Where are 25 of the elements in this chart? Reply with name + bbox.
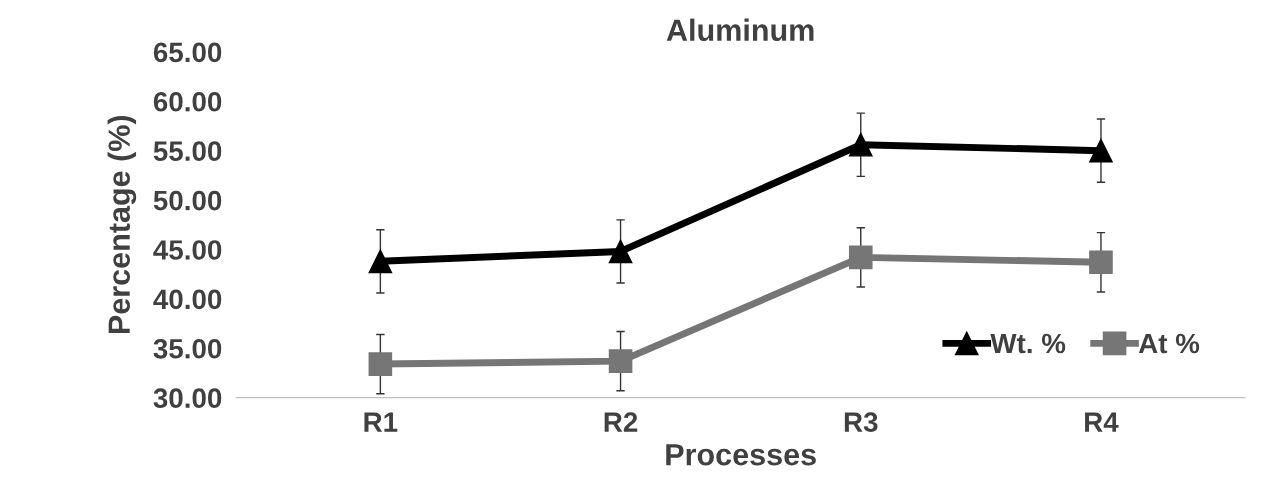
y-tick-label: 55.00	[153, 141, 222, 162]
point	[368, 249, 393, 274]
legend-label: Wt. %	[990, 333, 1066, 354]
y-axis-title: Percentage (%)	[107, 115, 137, 334]
point	[608, 349, 633, 373]
x-tick-label: R3	[844, 412, 878, 432]
point	[848, 245, 873, 270]
y-tick-label: 35.00	[153, 338, 222, 359]
x-tick-label: R2	[604, 412, 638, 432]
point	[368, 352, 393, 376]
y-tick-label: 30.00	[153, 388, 222, 409]
y-tick-label: 50.00	[153, 190, 222, 211]
point	[608, 239, 633, 264]
y-tick-label: 65.00	[153, 42, 222, 63]
point	[1089, 138, 1113, 163]
chart-title: Aluminum	[666, 18, 814, 42]
point	[848, 132, 873, 157]
x-axis-title: Processes	[666, 444, 816, 466]
y-tick-label: 60.00	[153, 91, 222, 112]
legend-label: At %	[1138, 333, 1200, 354]
x-tick-label: R1	[364, 412, 398, 432]
y-tick-label: 40.00	[153, 289, 222, 310]
point	[1089, 250, 1113, 275]
y-tick-label: 45.00	[153, 240, 222, 260]
x-tick-label: R4	[1085, 412, 1119, 432]
